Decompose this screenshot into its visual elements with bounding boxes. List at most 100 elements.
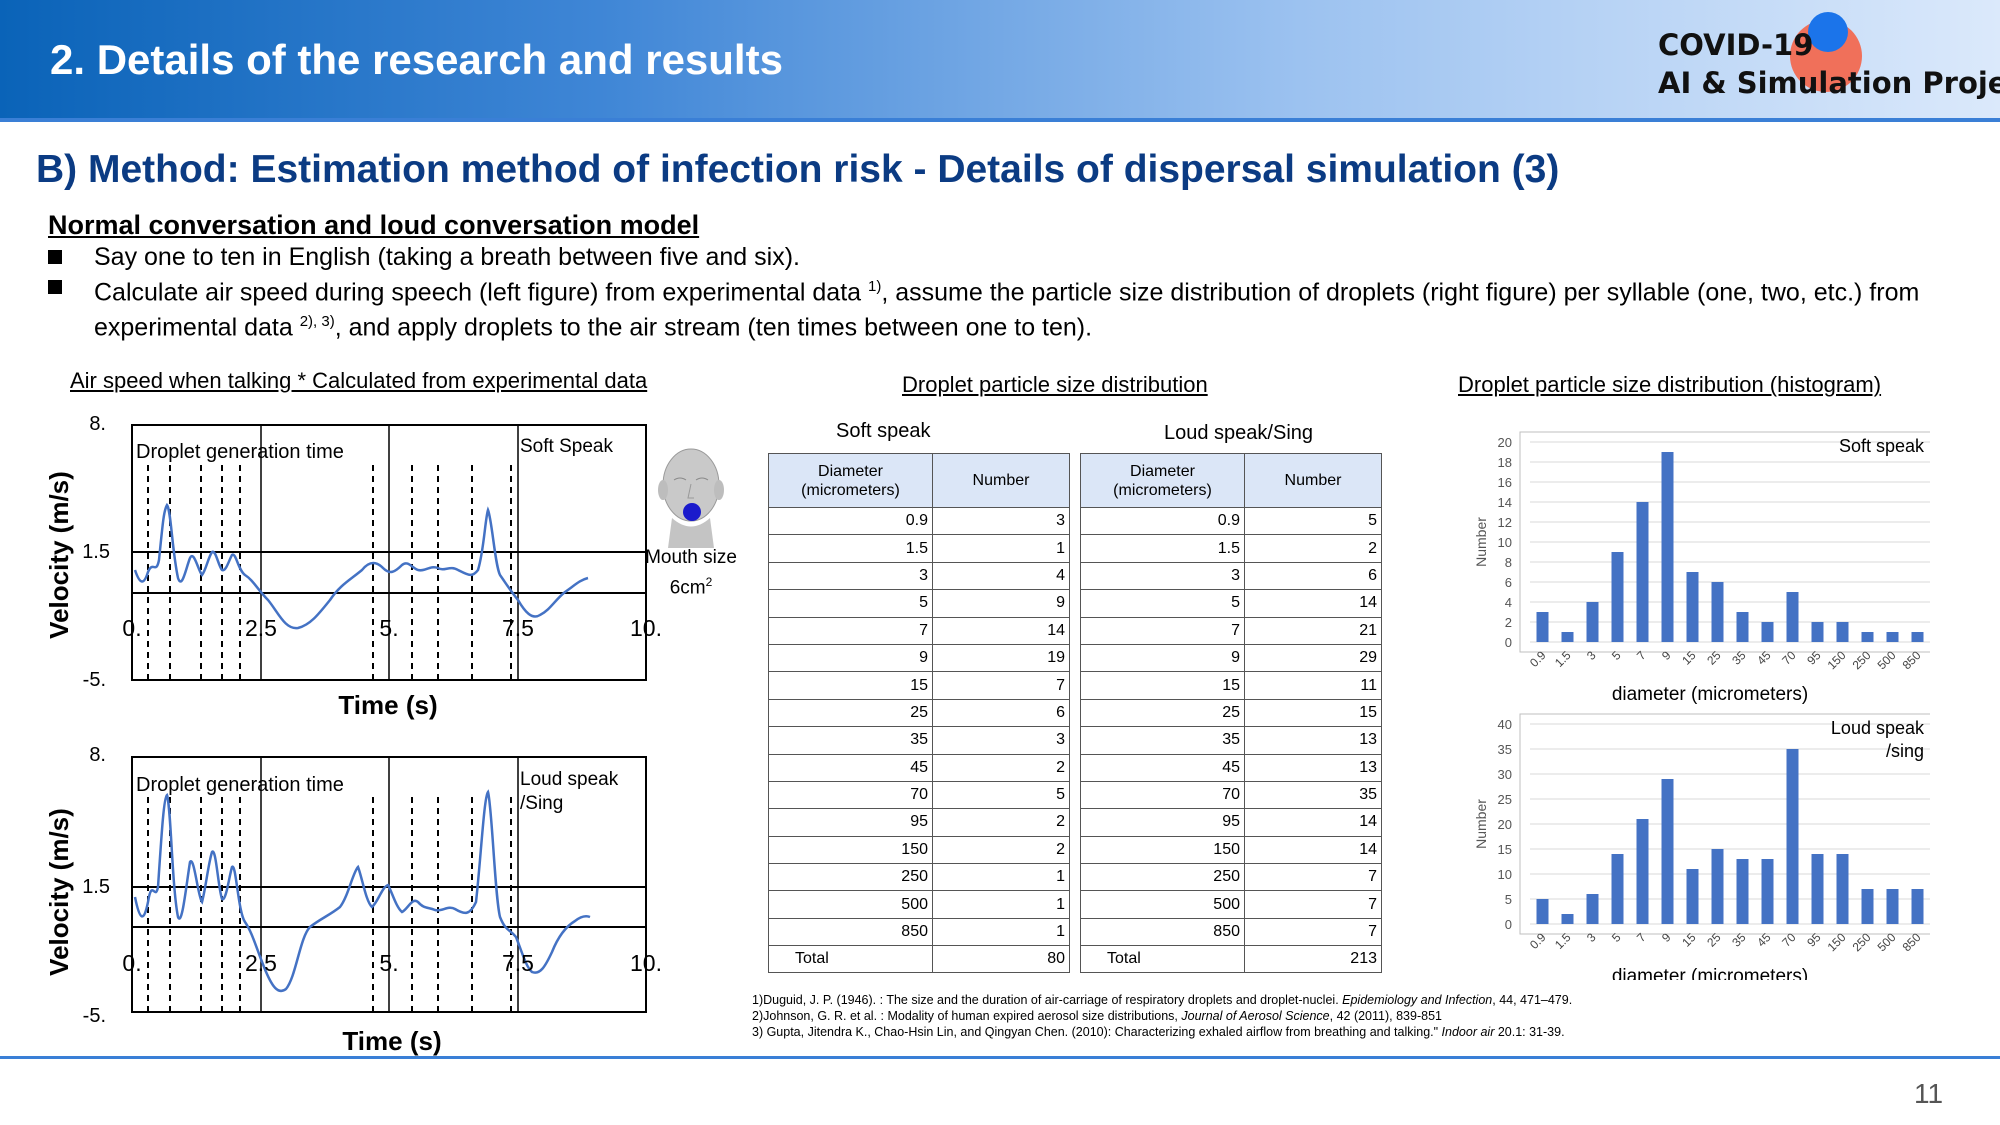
x-tick-7-5: 7.5: [502, 950, 534, 976]
x-tick-label: 70: [1779, 930, 1799, 950]
bullet-square-icon: [48, 280, 62, 294]
bar: [1861, 632, 1874, 642]
diameter-cell: 850: [768, 917, 933, 947]
mouth-size-value: 6cm2: [636, 570, 746, 600]
bar: [1611, 552, 1624, 642]
total-label: Total: [1080, 945, 1245, 974]
droplet-generation-label: Droplet generation time: [136, 774, 344, 796]
y-tick-label: 12: [1498, 515, 1512, 530]
x-tick-label: 45: [1754, 930, 1774, 950]
diameter-cell: 3: [768, 561, 933, 591]
table-row: 25 6: [768, 698, 1070, 728]
soft-velocity-curve: [133, 502, 589, 630]
mouth-size-sup: 2: [705, 575, 713, 589]
bar: [1561, 632, 1574, 642]
number-cell: 2: [932, 753, 1070, 782]
bar: [1836, 854, 1849, 924]
diameter-cell: 500: [1080, 890, 1245, 919]
reference-details: 20.1: 31-39.: [1494, 1025, 1565, 1039]
y-tick-bottom: -5.: [83, 669, 106, 691]
x-tick-label: 0.9: [1527, 648, 1549, 670]
bar: [1911, 889, 1924, 924]
y-axis-label: Velocity (m/s): [44, 808, 74, 976]
diameter-cell: 7: [1080, 616, 1245, 645]
logo-line-1: COVID-19: [1658, 28, 1814, 62]
air-speed-caption: Air speed when talking * Calculated from…: [70, 368, 648, 393]
x-tick-5: 5.: [379, 615, 398, 641]
series-label: Loud speak: [1831, 718, 1925, 738]
bar: [1711, 849, 1724, 924]
y-tick-label: 10: [1498, 867, 1512, 882]
diameter-cell: 9: [768, 643, 933, 673]
y-axis-label: Velocity (m/s): [44, 471, 74, 639]
y-tick-mid: 1.5: [82, 541, 110, 563]
table-row: 9 29: [1080, 643, 1382, 673]
number-cell: 5: [1244, 506, 1382, 536]
y-tick-label: 2: [1505, 615, 1512, 630]
bar: [1636, 502, 1649, 642]
y-axis-label: Number: [1473, 799, 1489, 849]
droplet-time-lines: [147, 465, 512, 680]
diameter-cell: 850: [1080, 917, 1245, 947]
x-tick-label: 5: [1609, 930, 1624, 945]
bar: [1886, 889, 1899, 924]
number-cell: 7: [1244, 863, 1382, 892]
mouth-size-label: Mouth size 6cm2: [636, 546, 746, 600]
reference-text: 2)Johnson, G. R. et al. : Modality of hu…: [752, 1009, 1182, 1023]
number-cell: 2: [932, 835, 1070, 865]
col-number: Number: [932, 453, 1070, 508]
diameter-cell: 35: [1080, 726, 1245, 755]
number-cell: 11: [1244, 671, 1382, 700]
y-tick-label: 4: [1505, 595, 1512, 610]
reference-journal: Journal of Aerosol Science: [1181, 1009, 1330, 1023]
x-axis-label: Time (s): [342, 1026, 441, 1056]
section-title: B) Method: Estimation method of infectio…: [36, 148, 1560, 191]
bar: [1661, 452, 1674, 642]
x-tick-label: 9: [1659, 930, 1674, 945]
y-tick-label: 0: [1505, 635, 1512, 650]
bar: [1536, 899, 1549, 924]
x-tick-label: 25: [1704, 648, 1724, 668]
y-tick-label: 5: [1505, 892, 1512, 907]
droplet-generation-label: Droplet generation time: [136, 441, 344, 463]
bar: [1861, 889, 1874, 924]
y-tick-label: 30: [1498, 767, 1512, 782]
x-tick-label: 35: [1729, 930, 1749, 950]
reference-journal: Indoor air: [1441, 1025, 1495, 1039]
x-tick-label: 1.5: [1552, 648, 1574, 670]
y-tick-bottom: -5.: [83, 1005, 106, 1027]
table-row: 70 35: [1080, 780, 1382, 810]
table-row: 250 7: [1080, 863, 1382, 892]
number-cell: 3: [932, 506, 1070, 536]
table-row: 1.5 2: [1080, 534, 1382, 563]
x-tick-label: 7: [1634, 648, 1649, 663]
bullet-2-part-3: , and apply droplets to the air stream (…: [334, 313, 1093, 342]
ref-sup-1: 1): [868, 278, 882, 295]
y-tick-label: 20: [1498, 435, 1512, 450]
bar: [1786, 592, 1799, 642]
y-tick-top: 8.: [89, 413, 106, 435]
bar: [1711, 582, 1724, 642]
table-row: 35 13: [1080, 726, 1382, 755]
number-cell: 13: [1244, 726, 1382, 755]
y-tick-label: 18: [1498, 455, 1512, 470]
reference-details: , 44, 471–479.: [1492, 993, 1573, 1007]
bullet-2-text: Calculate air speed during speech (left …: [94, 272, 1974, 343]
loud-speak-table: Diameter (micrometers) Number 0.9 5 1.5 2 3 6…: [1080, 453, 1382, 974]
bar: [1686, 572, 1699, 642]
y-axis-label: Number: [1473, 517, 1489, 567]
y-tick-label: 40: [1498, 717, 1512, 732]
x-tick-label: 25: [1704, 930, 1724, 950]
diameter-cell: 15: [1080, 671, 1245, 700]
table-row: 35 3: [768, 726, 1070, 755]
y-tick-label: 0: [1505, 917, 1512, 932]
bar: [1836, 622, 1849, 642]
bullet-2-part-2: , assume the particle size distribution …: [94, 278, 1920, 342]
number-cell: 5: [932, 780, 1070, 810]
bullet-2-part-1: Calculate air speed during speech (left …: [94, 278, 869, 307]
reference-item: 2)Johnson, G. R. et al. : Modality of hu…: [752, 1008, 1572, 1024]
reference-text: 3) Gupta, Jitendra K., Chao-Hsin Lin, an…: [752, 1025, 1442, 1039]
table-row: 1.5 1: [768, 534, 1070, 563]
diameter-cell: 70: [1080, 780, 1245, 810]
